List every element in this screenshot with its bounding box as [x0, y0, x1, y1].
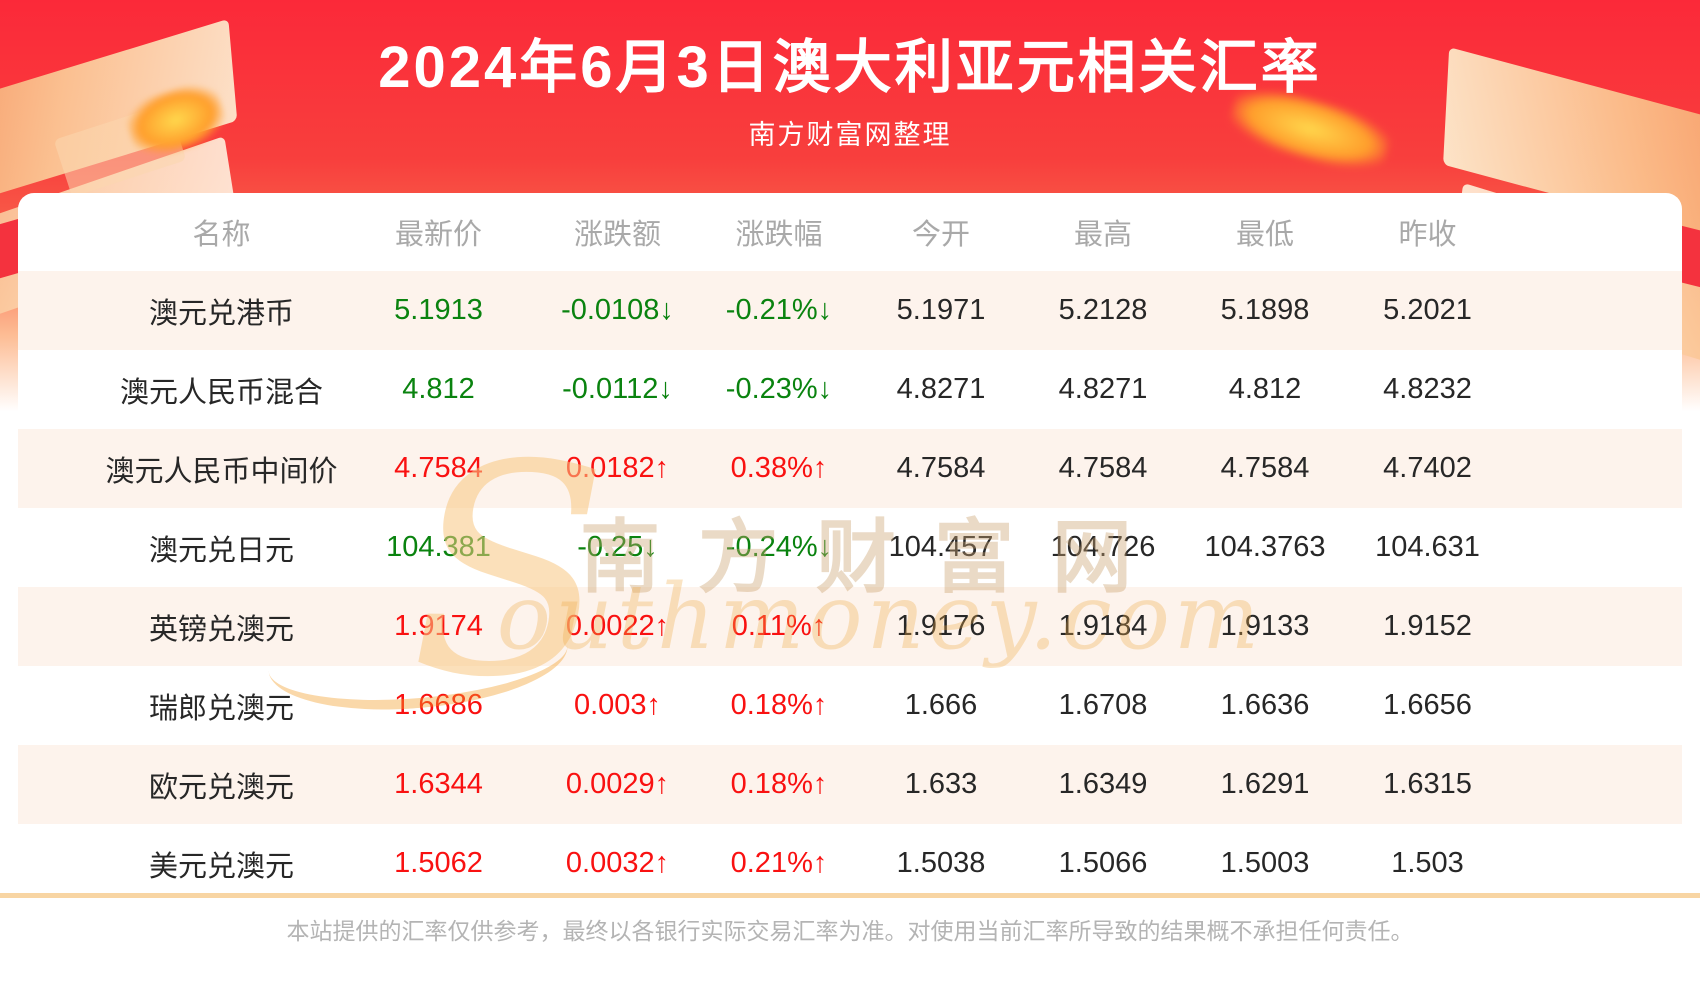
table-row: 澳元兑日元 104.381 -0.25↓ -0.24%↓ 104.457 104.726 1… — [18, 508, 1682, 587]
cell-prev_close: 5.2021 — [1383, 294, 1472, 326]
cell-prev_close: 1.6315 — [1383, 768, 1472, 800]
cell-latest: 104.381 — [386, 531, 491, 563]
table-row: 澳元人民币混合 4.812 -0.0112↓ -0.23%↓ 4.8271 4.8271 4… — [18, 350, 1682, 429]
column-header: 今开 — [911, 219, 970, 251]
cell-change_pct: 0.18%↑ — [730, 768, 828, 800]
cell-open: 1.9176 — [896, 610, 986, 642]
cell-change: 0.0182↑ — [565, 452, 670, 484]
cell-low: 4.812 — [1228, 373, 1302, 405]
cell-latest: 1.5062 — [394, 847, 483, 879]
cell-high: 1.9184 — [1058, 610, 1148, 642]
cell-change_pct: -0.21%↓ — [725, 294, 833, 326]
cell-open: 1.666 — [904, 689, 978, 721]
cell-prev_close: 1.6656 — [1383, 689, 1472, 721]
cell-change: 0.003↑ — [573, 689, 662, 721]
rates-table: 名称 最新价 涨跌额 涨跌幅 今开 最高 最低 昨收 澳元兑港币 5.1913 -0.0108↓ -… — [18, 193, 1682, 885]
cell-latest: 1.6344 — [394, 768, 483, 800]
cell-low: 104.3763 — [1204, 531, 1326, 563]
cell-high: 1.6349 — [1058, 768, 1148, 800]
cell-name: 欧元兑澳元 — [148, 771, 294, 804]
cell-low: 4.7584 — [1220, 452, 1310, 484]
cell-change: 0.0032↑ — [565, 847, 670, 879]
table-row: 澳元兑港币 5.1913 -0.0108↓ -0.21%↓ 5.1971 5.2128 5.… — [18, 271, 1682, 350]
table-row: 澳元人民币中间价 4.7584 0.0182↑ 0.38%↑ 4.7584 4.7584 4… — [18, 429, 1682, 508]
cell-prev_close: 4.8232 — [1383, 373, 1472, 405]
cell-high: 104.726 — [1050, 531, 1156, 563]
cell-high: 5.2128 — [1058, 294, 1148, 326]
page-title: 2024年6月3日澳大利亚元相关汇率 — [378, 35, 1322, 100]
cell-high: 4.7584 — [1058, 452, 1148, 484]
cell-change_pct: 0.38%↑ — [730, 452, 828, 484]
cell-low: 1.5003 — [1220, 847, 1310, 879]
cell-name: 澳元人民币中间价 — [105, 455, 338, 488]
cell-high: 1.5066 — [1058, 847, 1148, 879]
cell-high: 1.6708 — [1058, 689, 1148, 721]
cell-high: 4.8271 — [1058, 373, 1148, 405]
cell-latest: 1.6686 — [394, 689, 483, 721]
cell-prev_close: 104.631 — [1375, 531, 1480, 563]
table-row: 英镑兑澳元 1.9174 0.0022↑ 0.11%↑ 1.9176 1.9184 1.91… — [18, 587, 1682, 666]
column-header: 最高 — [1073, 219, 1132, 251]
cell-name: 英镑兑澳元 — [148, 613, 294, 646]
column-header: 最新价 — [394, 219, 482, 251]
cell-change: -0.0112↓ — [562, 373, 673, 405]
cell-change: -0.0108↓ — [561, 294, 674, 326]
cell-change_pct: 0.18%↑ — [730, 689, 828, 721]
cell-open: 4.8271 — [896, 373, 986, 405]
cell-change: 0.0029↑ — [565, 768, 670, 800]
cell-latest: 4.812 — [402, 373, 475, 405]
cell-name: 澳元兑日元 — [148, 534, 294, 567]
cell-open: 1.633 — [904, 768, 978, 800]
cell-prev_close: 1.9152 — [1383, 610, 1472, 642]
cell-change_pct: -0.24%↓ — [725, 531, 833, 563]
cell-name: 美元兑澳元 — [148, 850, 294, 883]
cell-latest: 5.1913 — [394, 294, 483, 326]
cell-open: 4.7584 — [896, 452, 986, 484]
page-subtitle: 南方财富网整理 — [748, 120, 952, 150]
cell-low: 5.1898 — [1220, 294, 1310, 326]
cell-change: -0.25↓ — [577, 531, 658, 563]
cell-open: 104.457 — [888, 531, 994, 563]
cell-name: 澳元兑港币 — [148, 297, 294, 330]
cell-latest: 4.7584 — [394, 452, 483, 484]
cell-change_pct: 0.21%↑ — [730, 847, 828, 879]
cell-low: 1.9133 — [1220, 610, 1310, 642]
column-header: 涨跌幅 — [735, 219, 823, 251]
column-header: 名称 — [192, 219, 251, 251]
cell-change_pct: -0.23%↓ — [725, 373, 833, 405]
disclaimer-text: 本站提供的汇率仅供参考，最终以各银行实际交易汇率为准。对使用当前汇率所导致的结果… — [286, 918, 1414, 944]
cell-name: 瑞郎兑澳元 — [148, 692, 294, 725]
footer-divider — [0, 893, 1700, 898]
cell-name: 澳元人民币混合 — [119, 376, 323, 409]
column-header: 最低 — [1235, 219, 1294, 251]
table-row: 瑞郎兑澳元 1.6686 0.003↑ 0.18%↑ 1.666 1.6708 1.6636… — [18, 666, 1682, 745]
cell-latest: 1.9174 — [394, 610, 483, 642]
rates-card: 名称 最新价 涨跌额 涨跌幅 今开 最高 最低 昨收 澳元兑港币 5.1913 -0.0108↓ -… — [18, 193, 1682, 885]
cell-change: 0.0022↑ — [565, 610, 670, 642]
table-row: 欧元兑澳元 1.6344 0.0029↑ 0.18%↑ 1.633 1.6349 1.629… — [18, 745, 1682, 824]
column-header: 昨收 — [1398, 219, 1457, 251]
cell-open: 5.1971 — [896, 294, 986, 326]
table-row: 美元兑澳元 1.5062 0.0032↑ 0.21%↑ 1.5038 1.5066 1.50… — [18, 824, 1682, 885]
table-body: 澳元兑港币 5.1913 -0.0108↓ -0.21%↓ 5.1971 5.2128 5.… — [18, 271, 1682, 885]
cell-prev_close: 1.503 — [1391, 847, 1464, 879]
cell-change_pct: 0.11%↑ — [731, 610, 827, 642]
cell-open: 1.5038 — [896, 847, 986, 879]
cell-low: 1.6291 — [1220, 768, 1310, 800]
column-header: 涨跌额 — [573, 219, 661, 251]
cell-low: 1.6636 — [1220, 689, 1310, 721]
cell-prev_close: 4.7402 — [1383, 452, 1472, 484]
table-header-row: 名称 最新价 涨跌额 涨跌幅 今开 最高 最低 昨收 — [18, 193, 1682, 271]
